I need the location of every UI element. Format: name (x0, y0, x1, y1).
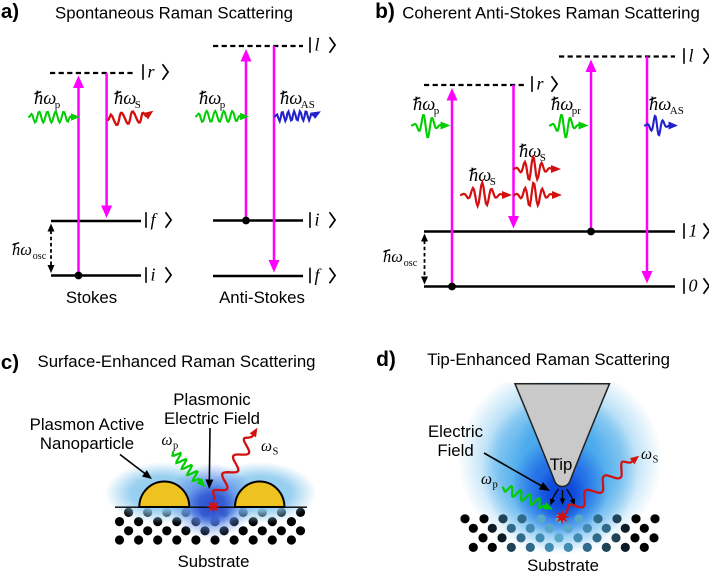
svg-text:pr: pr (572, 105, 582, 117)
svg-text:hω: hω (34, 89, 56, 109)
svg-text:Anti-Stokes: Anti-Stokes (219, 288, 305, 307)
svg-text:Electric: Electric (428, 422, 483, 441)
svg-text:hω: hω (114, 89, 136, 109)
svg-text:hω: hω (551, 95, 573, 115)
svg-text:l: l (689, 46, 694, 66)
svg-text:S: S (653, 455, 659, 466)
svg-text:1: 1 (689, 221, 698, 241)
svg-text:Nanoparticle: Nanoparticle (40, 434, 134, 453)
svg-text:b): b) (375, 0, 395, 23)
svg-text:Tip: Tip (550, 455, 573, 474)
svg-text:S: S (273, 447, 279, 458)
svg-text:0: 0 (689, 276, 698, 296)
svg-text:l: l (315, 35, 320, 55)
svg-text:S: S (540, 152, 546, 164)
svg-text:p: p (493, 480, 498, 491)
svg-text:ω: ω (641, 446, 652, 463)
svg-text:i: i (315, 210, 320, 230)
svg-text:osc: osc (33, 251, 47, 262)
svg-text:p: p (220, 99, 226, 111)
svg-text:p: p (434, 105, 440, 117)
svg-text:r: r (537, 74, 545, 94)
svg-text:Substrate: Substrate (178, 552, 250, 571)
svg-text:f: f (151, 210, 159, 230)
svg-text:Plasmon Active: Plasmon Active (30, 415, 145, 434)
svg-text:hω: hω (413, 95, 435, 115)
svg-text:hω: hω (199, 89, 221, 109)
svg-text:hω: hω (649, 95, 671, 115)
svg-text:Stokes: Stokes (66, 288, 117, 307)
svg-text:ω: ω (162, 432, 173, 449)
svg-text:Substrate: Substrate (527, 556, 599, 575)
svg-text:d): d) (376, 348, 396, 371)
svg-text:r: r (148, 62, 156, 82)
svg-text:Tip-Enhanced Raman Scattering: Tip-Enhanced Raman Scattering (427, 350, 670, 369)
svg-text:ω: ω (261, 438, 272, 455)
svg-text:hω: hω (519, 142, 541, 162)
svg-text:Coherent Anti-Stokes Raman Sca: Coherent Anti-Stokes Raman Scattering (402, 4, 700, 23)
svg-text:AS: AS (670, 105, 684, 117)
svg-text:Spontaneous Raman Scattering: Spontaneous Raman Scattering (55, 4, 293, 23)
svg-text:p: p (55, 99, 61, 111)
svg-text:S: S (490, 176, 496, 188)
svg-text:hω: hω (469, 166, 491, 186)
svg-text:c): c) (1, 351, 19, 374)
svg-text:hω: hω (12, 240, 32, 259)
svg-text:hω: hω (383, 247, 403, 266)
svg-text:a): a) (1, 0, 19, 23)
svg-text:Surface-Enhanced Raman Scatter: Surface-Enhanced Raman Scattering (38, 352, 316, 371)
svg-text:S: S (135, 99, 141, 111)
svg-text:AS: AS (301, 99, 315, 111)
svg-text:ω: ω (481, 471, 492, 488)
svg-text:Field: Field (437, 441, 473, 460)
svg-text:Electric Field: Electric Field (164, 409, 260, 428)
svg-text:osc: osc (404, 258, 418, 269)
svg-text:p: p (173, 441, 178, 452)
svg-text:f: f (315, 265, 323, 285)
svg-text:i: i (151, 265, 156, 285)
svg-text:Plasmonic: Plasmonic (173, 390, 250, 409)
svg-text:hω: hω (280, 89, 302, 109)
